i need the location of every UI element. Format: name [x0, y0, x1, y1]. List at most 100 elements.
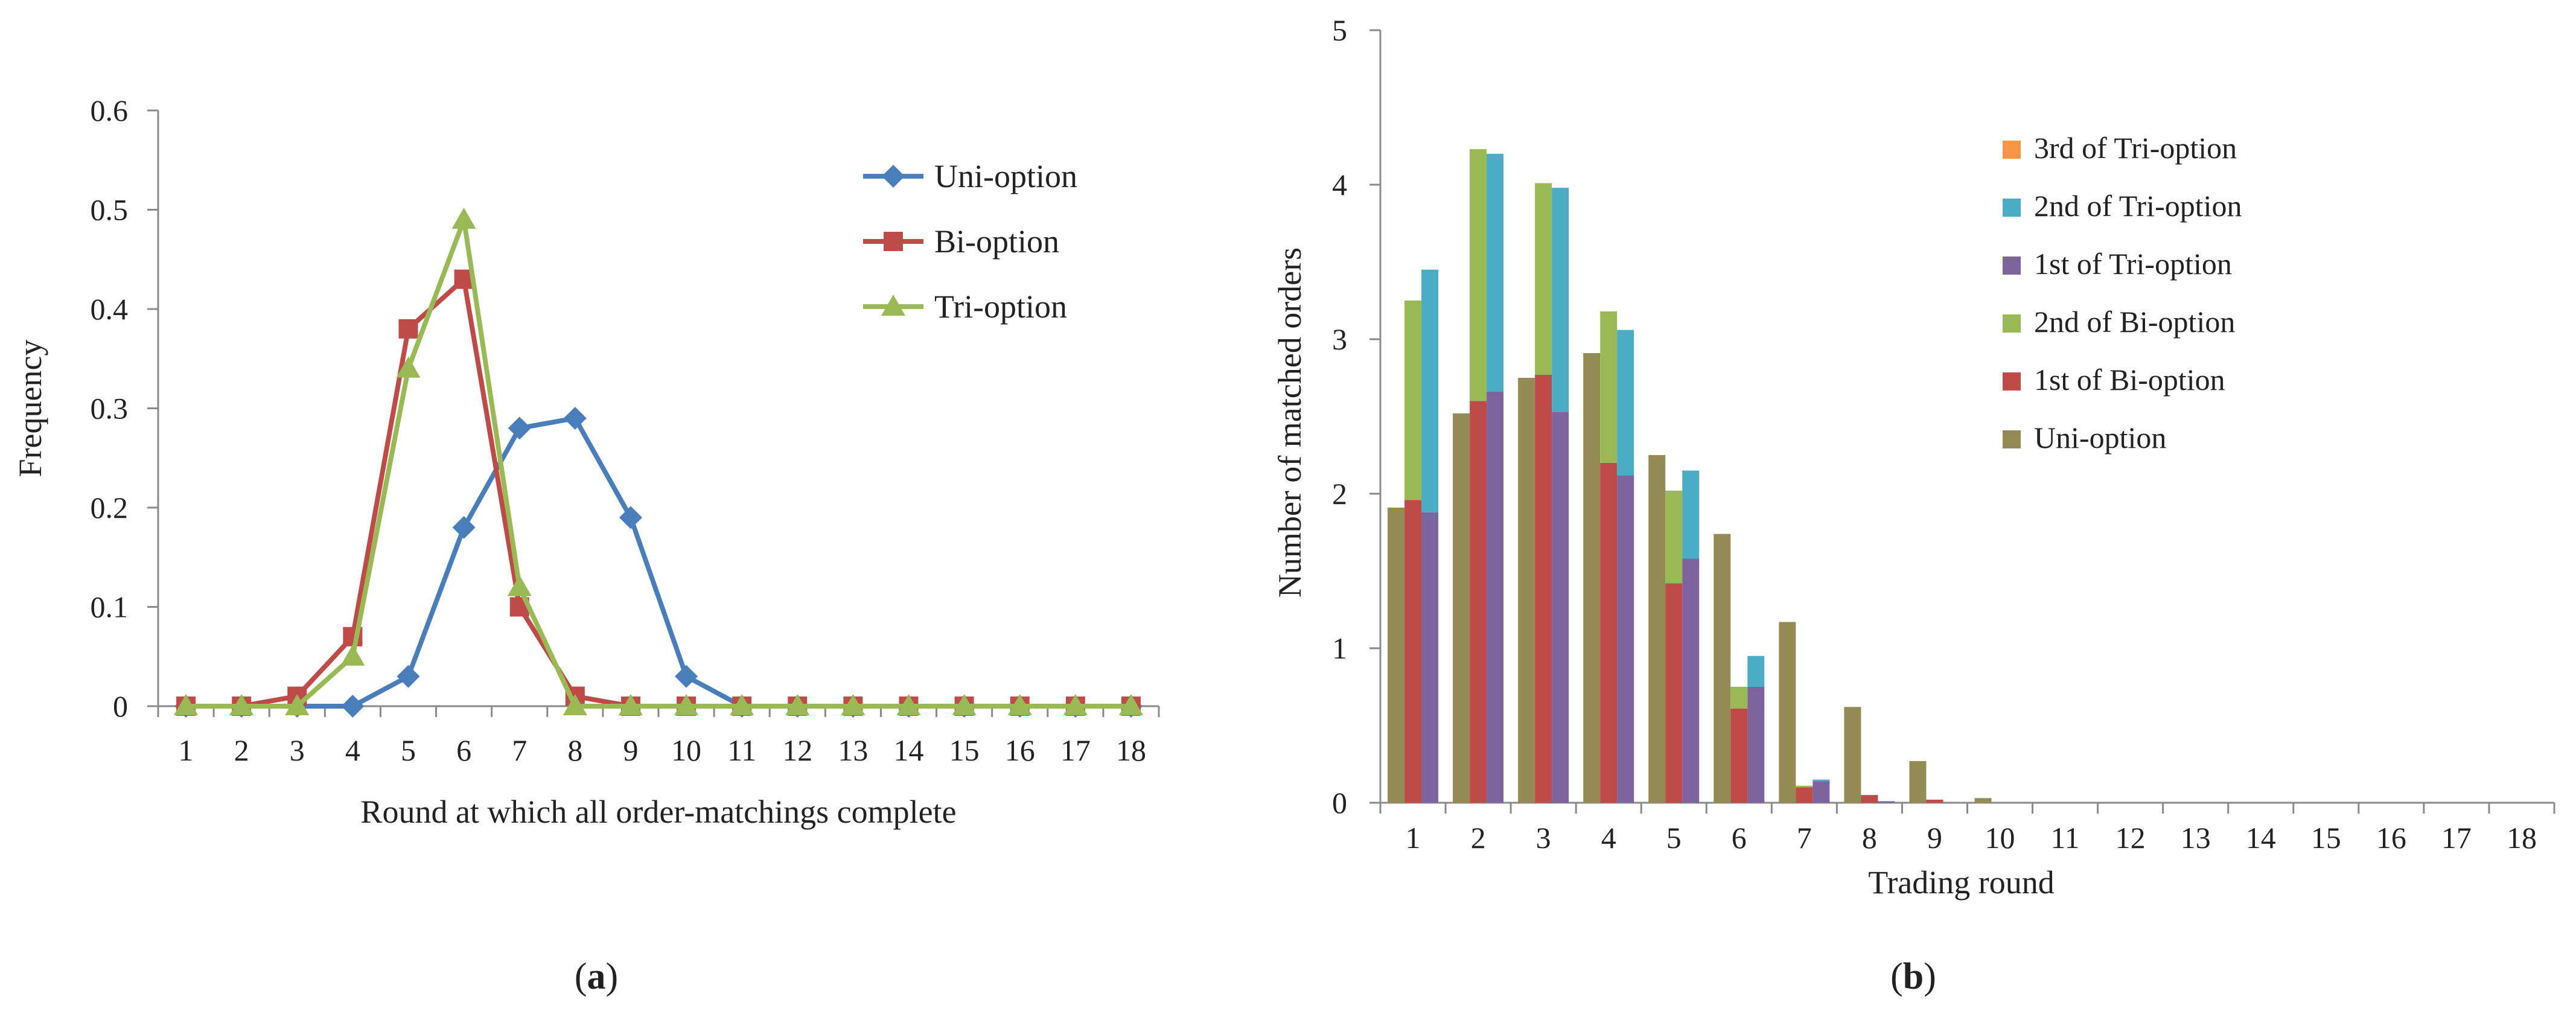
paren: (	[575, 956, 587, 997]
bar-1st-of-tri-option	[1487, 392, 1504, 803]
x-axis-title: Round at which all order-matchings compl…	[360, 794, 956, 830]
legend-label: Bi-option	[934, 223, 1059, 260]
x-tick-label: 3	[290, 733, 305, 767]
x-tick-label: 2	[234, 733, 249, 767]
y-tick-label: 1	[1332, 631, 1347, 665]
bar-1st-of-bi-option	[1535, 374, 1552, 803]
data-point-square	[398, 319, 418, 339]
data-point-triangle	[396, 356, 421, 378]
x-tick-label: 16	[1005, 733, 1035, 767]
legend-item: 3rd of Tri-option	[2003, 131, 2237, 165]
bar-2nd-of-tri-option	[1487, 153, 1504, 392]
x-tick-label: 9	[1927, 821, 1942, 855]
bar-2nd-of-bi-option	[1730, 687, 1748, 709]
x-tick-label: 14	[2246, 821, 2276, 855]
x-tick-label: 8	[567, 733, 582, 767]
bar-2nd-of-bi-option	[1665, 490, 1683, 584]
x-tick-label: 12	[782, 733, 812, 767]
data-point-triangle	[618, 694, 643, 715]
legend-item: 1st of Bi-option	[2003, 363, 2225, 397]
series-line	[186, 276, 1131, 709]
legend-label: 2nd of Bi-option	[2034, 305, 2235, 339]
legend-label: 1st of Tri-option	[2034, 247, 2232, 281]
data-point-triangle	[785, 694, 810, 715]
x-tick-label: 17	[1060, 733, 1091, 767]
panel-a-line-chart: 00.10.20.30.40.50.61 2 3 4 5 6 7 8 9 10 11 12 13 14 15…	[12, 94, 1160, 997]
y-tick-label: 0.5	[91, 193, 129, 227]
legend-item: Uni-option	[2003, 421, 2166, 454]
bar-uni-option	[1714, 534, 1731, 803]
panel-label-b: (b)	[1890, 956, 1936, 997]
bar-1st-of-bi-option	[1470, 401, 1487, 803]
data-point-diamond	[452, 515, 476, 539]
panel-letter: b	[1903, 956, 1924, 997]
bar-1st-of-bi-option	[1796, 787, 1813, 803]
bar-2nd-of-tri-option	[1617, 330, 1634, 476]
data-point-diamond	[619, 506, 642, 529]
legend-label: Tri-option	[934, 289, 1067, 325]
bar-uni-option	[1648, 455, 1666, 803]
bar-1st-of-bi-option	[1665, 583, 1683, 803]
x-tick-label: 6	[1732, 821, 1747, 855]
x-tick-label: 13	[2181, 821, 2211, 855]
panel-label-a: (a)	[575, 956, 618, 997]
bar-1st-of-tri-option	[1812, 781, 1830, 803]
x-tick-label: 15	[949, 733, 980, 767]
y-tick-label: 0.2	[91, 491, 129, 525]
data-point-triangle	[1007, 694, 1032, 715]
x-tick-label: 15	[2311, 821, 2341, 855]
legend-swatch	[2003, 314, 2021, 333]
x-tick-label: 11	[2051, 821, 2080, 855]
bar-uni-option	[1388, 508, 1405, 803]
data-point-triangle	[730, 694, 754, 715]
x-tick-label: 18	[1116, 733, 1146, 767]
y-tick-label: 0	[1332, 786, 1347, 820]
data-point-diamond	[882, 165, 905, 188]
bar-uni-option	[1518, 378, 1535, 803]
x-tick-label: 14	[894, 733, 924, 767]
data-point-triangle	[841, 694, 866, 715]
data-point-triangle	[1063, 694, 1088, 715]
legend-label: 2nd of Tri-option	[2034, 189, 2242, 223]
y-tick-label: 5	[1332, 13, 1347, 47]
series-bi-option	[176, 269, 1141, 716]
x-tick-label: 7	[512, 733, 527, 767]
bar-uni-option	[1583, 353, 1601, 803]
x-tick-label: 16	[2376, 821, 2406, 855]
legend-swatch	[2003, 257, 2021, 275]
data-point-triangle	[1118, 694, 1143, 715]
data-point-triangle	[896, 694, 921, 715]
legend-item: Tri-option	[863, 289, 1067, 325]
paren: )	[1924, 956, 1936, 997]
x-tick-label: 1	[1406, 821, 1421, 855]
data-point-triangle	[507, 575, 532, 596]
legend-item: 2nd of Bi-option	[2003, 305, 2235, 339]
data-point-triangle	[285, 694, 310, 715]
data-point-triangle	[340, 644, 365, 666]
bar-1st-of-bi-option	[1600, 462, 1618, 803]
bar-1st-of-tri-option	[1552, 412, 1569, 803]
legend-label: Uni-option	[934, 158, 1077, 194]
x-tick-label: 5	[401, 733, 416, 767]
legend-swatch	[2003, 372, 2021, 391]
x-tick-label: 5	[1666, 821, 1682, 855]
bar-2nd-of-tri-option	[1552, 188, 1569, 412]
bar-1st-of-bi-option	[1404, 500, 1422, 803]
legend-item: Bi-option	[863, 223, 1059, 260]
bar-uni-option	[1779, 622, 1796, 803]
data-point-diamond	[397, 665, 420, 688]
data-point-diamond	[341, 695, 365, 718]
bar-2nd-of-bi-option	[1470, 149, 1487, 401]
bar-2nd-of-tri-option	[1812, 779, 1830, 782]
data-point-triangle	[881, 295, 905, 316]
bar-1st-of-tri-option	[1747, 687, 1765, 803]
data-point-triangle	[229, 694, 254, 715]
legend: 3rd of Tri-option 2nd of Tri-option 1st of…	[2003, 131, 2242, 454]
legend-item: 2nd of Tri-option	[2003, 189, 2242, 223]
bar-1st-of-bi-option	[1730, 708, 1748, 803]
bar-1st-of-bi-option	[1861, 795, 1878, 803]
x-tick-label: 3	[1536, 821, 1551, 855]
y-axis-title: Number of matched orders	[1272, 247, 1308, 598]
bar-uni-option	[1844, 707, 1861, 803]
bar-1st-of-tri-option	[1421, 512, 1439, 803]
